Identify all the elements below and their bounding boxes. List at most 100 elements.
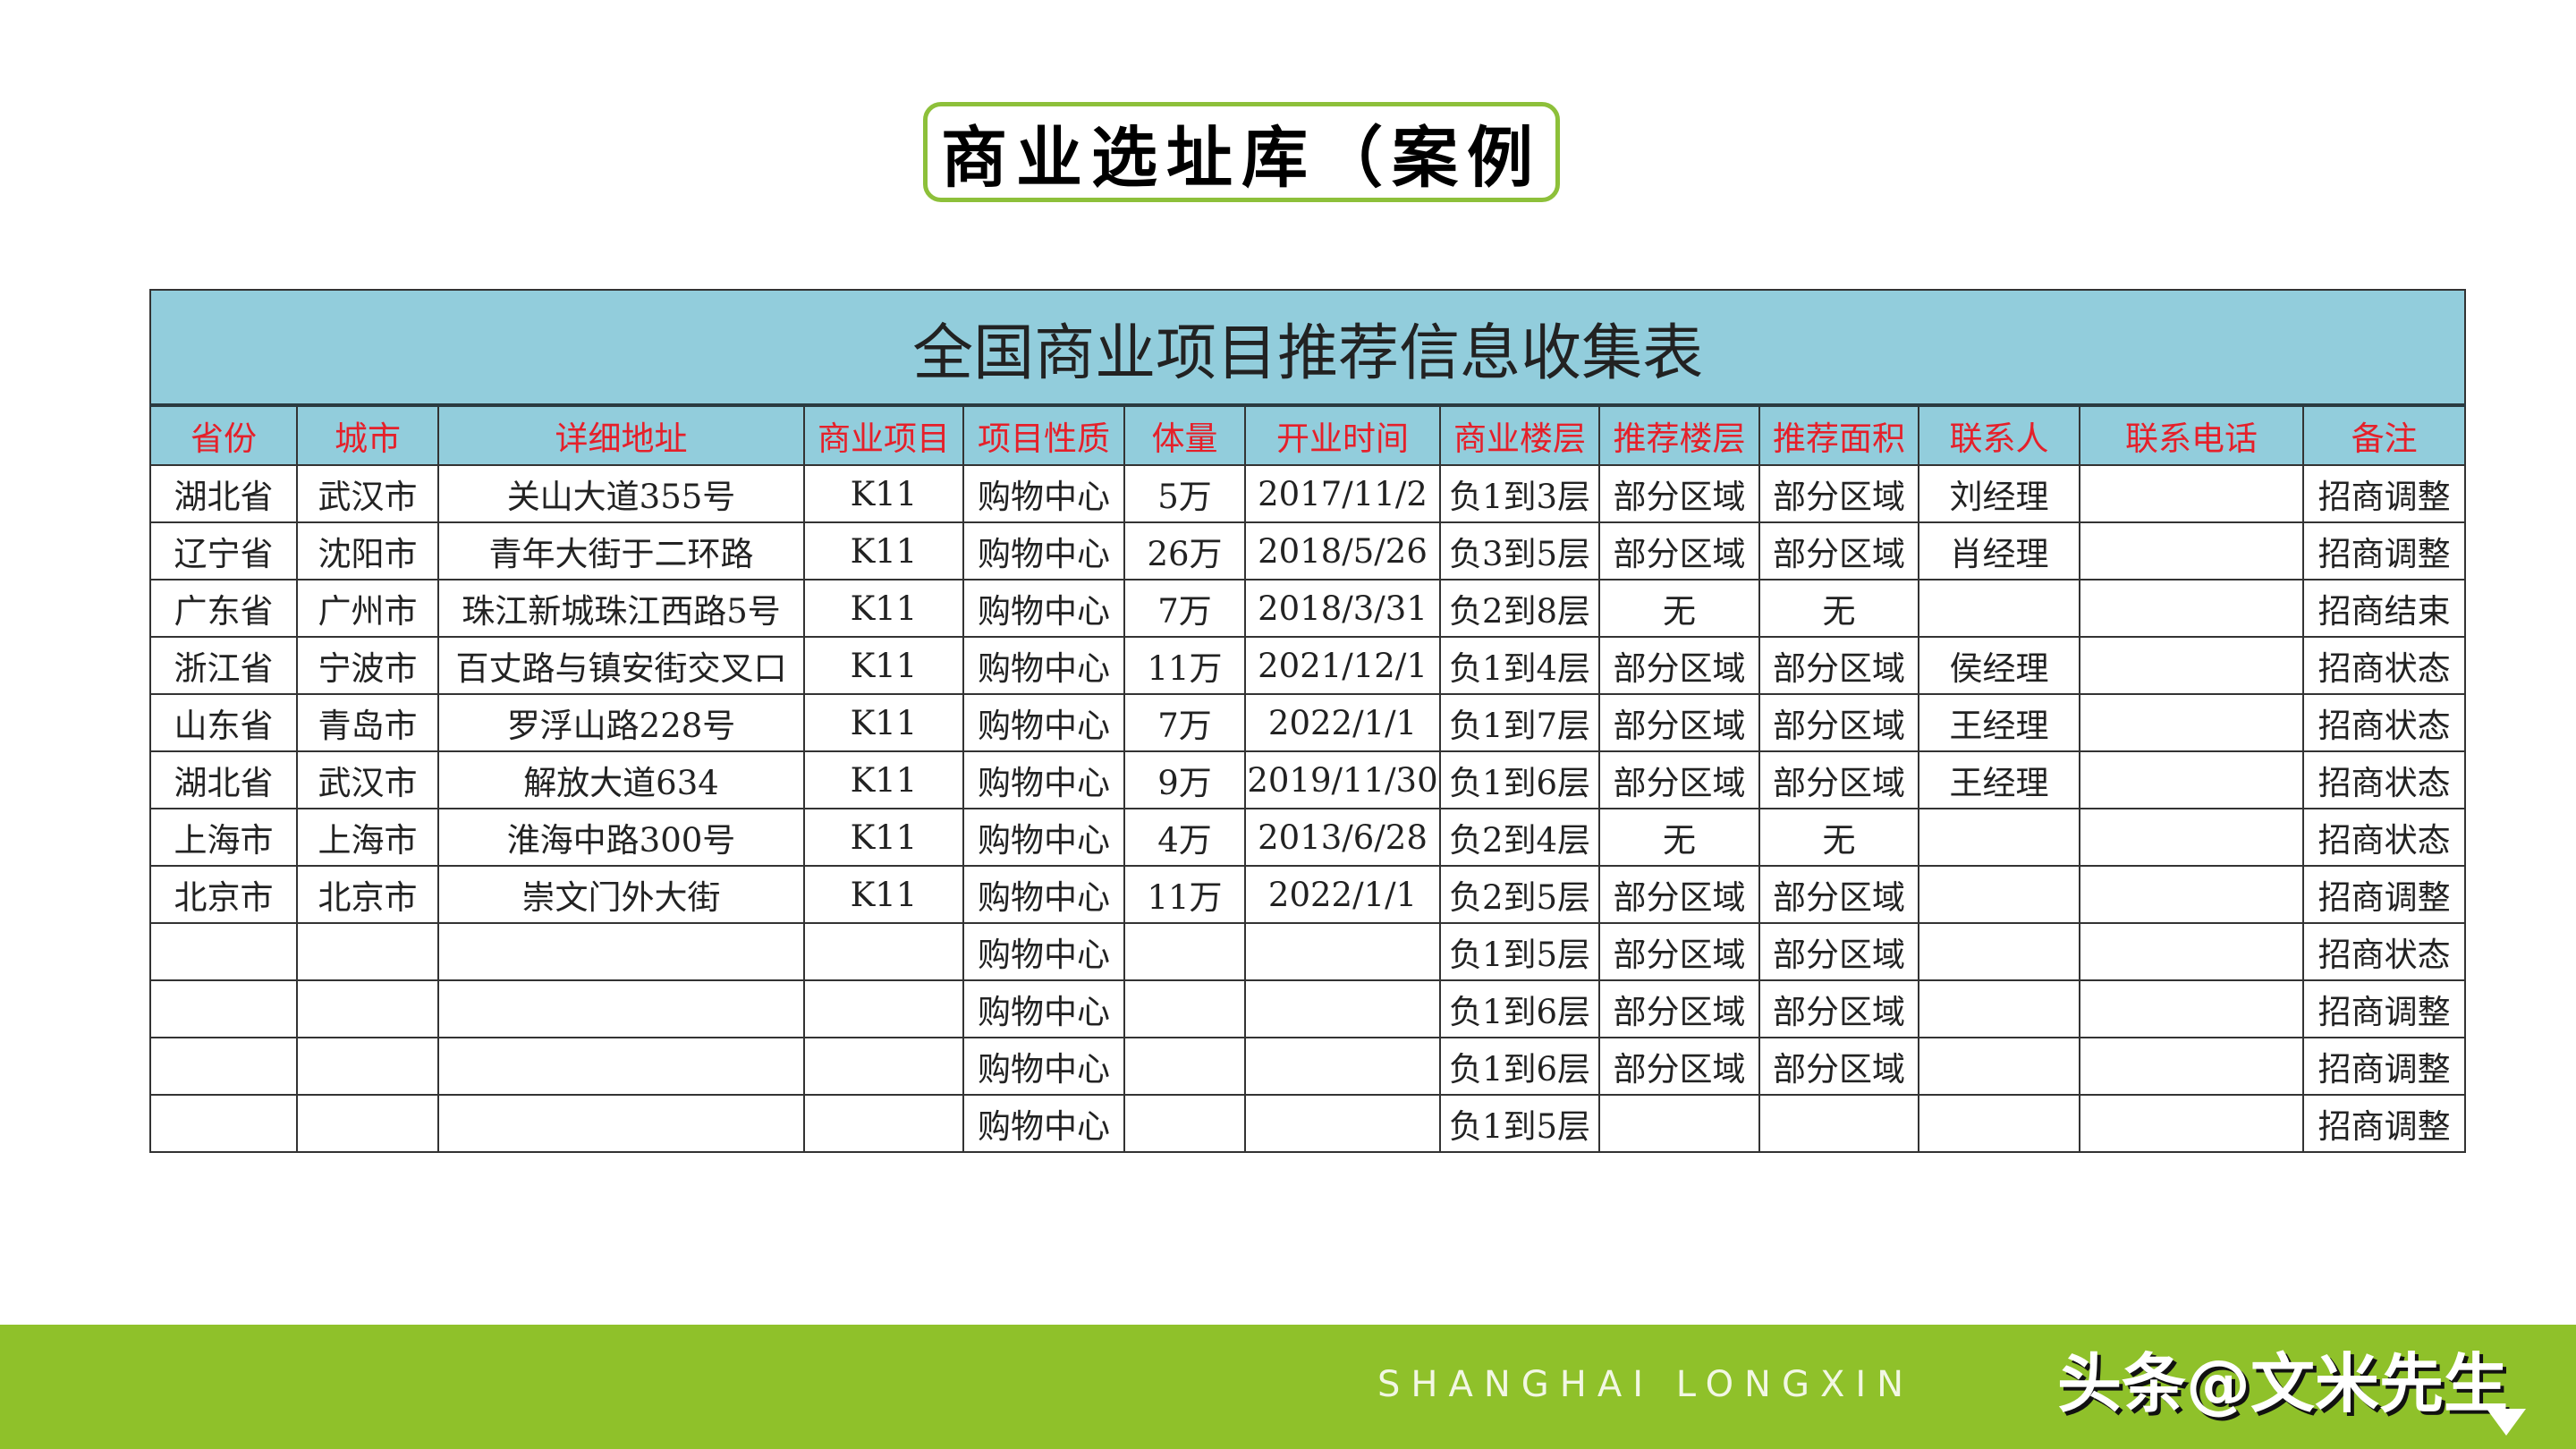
table-cell[interactable]	[2079, 750, 2304, 809]
table-cell[interactable]: K11	[803, 808, 964, 867]
table-cell[interactable]: 上海市	[296, 808, 439, 867]
table-cell[interactable]	[1123, 922, 1246, 981]
table-cell[interactable]	[2079, 579, 2304, 638]
table-cell[interactable]: 崇文门外大街	[437, 865, 805, 924]
table-cell[interactable]: 部分区域	[1758, 521, 1919, 580]
table-cell[interactable]: 部分区域	[1758, 979, 1919, 1038]
table-cell[interactable]: 山东省	[149, 693, 298, 752]
table-cell[interactable]: 负3到5层	[1439, 521, 1600, 580]
table-cell[interactable]: 2022/1/1	[1244, 693, 1441, 752]
table-cell[interactable]: 广东省	[149, 579, 298, 638]
table-cell[interactable]: 负1到5层	[1439, 1094, 1600, 1153]
table-cell[interactable]	[1123, 1037, 1246, 1096]
table-cell[interactable]: 4万	[1123, 808, 1246, 867]
table-cell[interactable]: 解放大道634	[437, 750, 805, 809]
table-cell[interactable]	[1244, 922, 1441, 981]
table-cell[interactable]	[1598, 1094, 1760, 1153]
table-cell[interactable]	[2079, 922, 2304, 981]
table-cell[interactable]	[1918, 1037, 2080, 1096]
table-cell[interactable]	[296, 1037, 439, 1096]
table-cell[interactable]	[2079, 1037, 2304, 1096]
table-cell[interactable]	[2079, 1094, 2304, 1153]
table-cell[interactable]	[2079, 979, 2304, 1038]
table-cell[interactable]	[803, 1037, 964, 1096]
table-cell[interactable]	[1244, 979, 1441, 1038]
table-cell[interactable]: K11	[803, 464, 964, 523]
table-cell[interactable]: K11	[803, 865, 964, 924]
table-cell[interactable]: 部分区域	[1598, 922, 1760, 981]
table-cell[interactable]: 王经理	[1918, 750, 2080, 809]
table-cell[interactable]	[2079, 521, 2304, 580]
table-cell[interactable]: 部分区域	[1598, 750, 1760, 809]
table-cell[interactable]: 7万	[1123, 579, 1246, 638]
table-cell[interactable]: 辽宁省	[149, 521, 298, 580]
table-cell[interactable]: 宁波市	[296, 636, 439, 695]
table-cell[interactable]: K11	[803, 636, 964, 695]
table-cell[interactable]	[149, 922, 298, 981]
table-cell[interactable]: 武汉市	[296, 464, 439, 523]
table-cell[interactable]: 青年大街于二环路	[437, 521, 805, 580]
table-cell[interactable]: 招商调整	[2301, 1037, 2467, 1096]
table-cell[interactable]: K11	[803, 750, 964, 809]
table-cell[interactable]: 负1到4层	[1439, 636, 1600, 695]
table-cell[interactable]: 招商调整	[2301, 1094, 2467, 1153]
table-cell[interactable]: 部分区域	[1598, 865, 1760, 924]
table-cell[interactable]	[1918, 979, 2080, 1038]
table-cell[interactable]	[149, 1094, 298, 1153]
table-cell[interactable]: 招商状态	[2301, 693, 2467, 752]
table-cell[interactable]: 购物中心	[962, 808, 1125, 867]
table-cell[interactable]: 无	[1598, 579, 1760, 638]
table-cell[interactable]: 招商调整	[2301, 464, 2467, 523]
table-cell[interactable]: 招商调整	[2301, 521, 2467, 580]
table-cell[interactable]	[149, 1037, 298, 1096]
table-cell[interactable]: 购物中心	[962, 865, 1125, 924]
table-cell[interactable]: 部分区域	[1598, 521, 1760, 580]
table-cell[interactable]: 2018/5/26	[1244, 521, 1441, 580]
table-cell[interactable]: K11	[803, 693, 964, 752]
table-cell[interactable]: 部分区域	[1598, 636, 1760, 695]
table-cell[interactable]	[1918, 1094, 2080, 1153]
table-cell[interactable]: 招商状态	[2301, 636, 2467, 695]
table-cell[interactable]: 2013/6/28	[1244, 808, 1441, 867]
table-cell[interactable]	[1918, 579, 2080, 638]
table-cell[interactable]: 部分区域	[1758, 750, 1919, 809]
table-cell[interactable]: 招商状态	[2301, 808, 2467, 867]
table-cell[interactable]: 无	[1758, 808, 1919, 867]
table-cell[interactable]: 罗浮山路228号	[437, 693, 805, 752]
table-cell[interactable]	[437, 979, 805, 1038]
table-cell[interactable]: 购物中心	[962, 750, 1125, 809]
table-cell[interactable]	[1918, 922, 2080, 981]
table-cell[interactable]: 无	[1598, 808, 1760, 867]
table-cell[interactable]: 负1到6层	[1439, 1037, 1600, 1096]
table-cell[interactable]: 珠江新城珠江西路5号	[437, 579, 805, 638]
table-cell[interactable]: 招商调整	[2301, 979, 2467, 1038]
table-cell[interactable]	[1758, 1094, 1919, 1153]
table-cell[interactable]: 招商调整	[2301, 865, 2467, 924]
table-cell[interactable]: 关山大道355号	[437, 464, 805, 523]
table-cell[interactable]: 购物中心	[962, 521, 1125, 580]
table-cell[interactable]: 招商结束	[2301, 579, 2467, 638]
table-cell[interactable]: 部分区域	[1598, 464, 1760, 523]
table-cell[interactable]: 购物中心	[962, 979, 1125, 1038]
table-cell[interactable]: 2017/11/2	[1244, 464, 1441, 523]
table-cell[interactable]: 购物中心	[962, 579, 1125, 638]
table-cell[interactable]	[437, 922, 805, 981]
table-cell[interactable]	[2079, 464, 2304, 523]
table-cell[interactable]: 5万	[1123, 464, 1246, 523]
table-cell[interactable]: 淮海中路300号	[437, 808, 805, 867]
table-cell[interactable]: 沈阳市	[296, 521, 439, 580]
table-cell[interactable]: 购物中心	[962, 1094, 1125, 1153]
table-cell[interactable]: 青岛市	[296, 693, 439, 752]
table-cell[interactable]: 负1到5层	[1439, 922, 1600, 981]
table-cell[interactable]: 浙江省	[149, 636, 298, 695]
table-cell[interactable]: 购物中心	[962, 693, 1125, 752]
table-cell[interactable]: 部分区域	[1598, 979, 1760, 1038]
table-cell[interactable]: 部分区域	[1758, 922, 1919, 981]
table-cell[interactable]: 负2到5层	[1439, 865, 1600, 924]
table-cell[interactable]	[2079, 636, 2304, 695]
table-cell[interactable]: 湖北省	[149, 750, 298, 809]
table-cell[interactable]: 湖北省	[149, 464, 298, 523]
table-cell[interactable]: 上海市	[149, 808, 298, 867]
table-cell[interactable]: 购物中心	[962, 1037, 1125, 1096]
table-cell[interactable]: 王经理	[1918, 693, 2080, 752]
